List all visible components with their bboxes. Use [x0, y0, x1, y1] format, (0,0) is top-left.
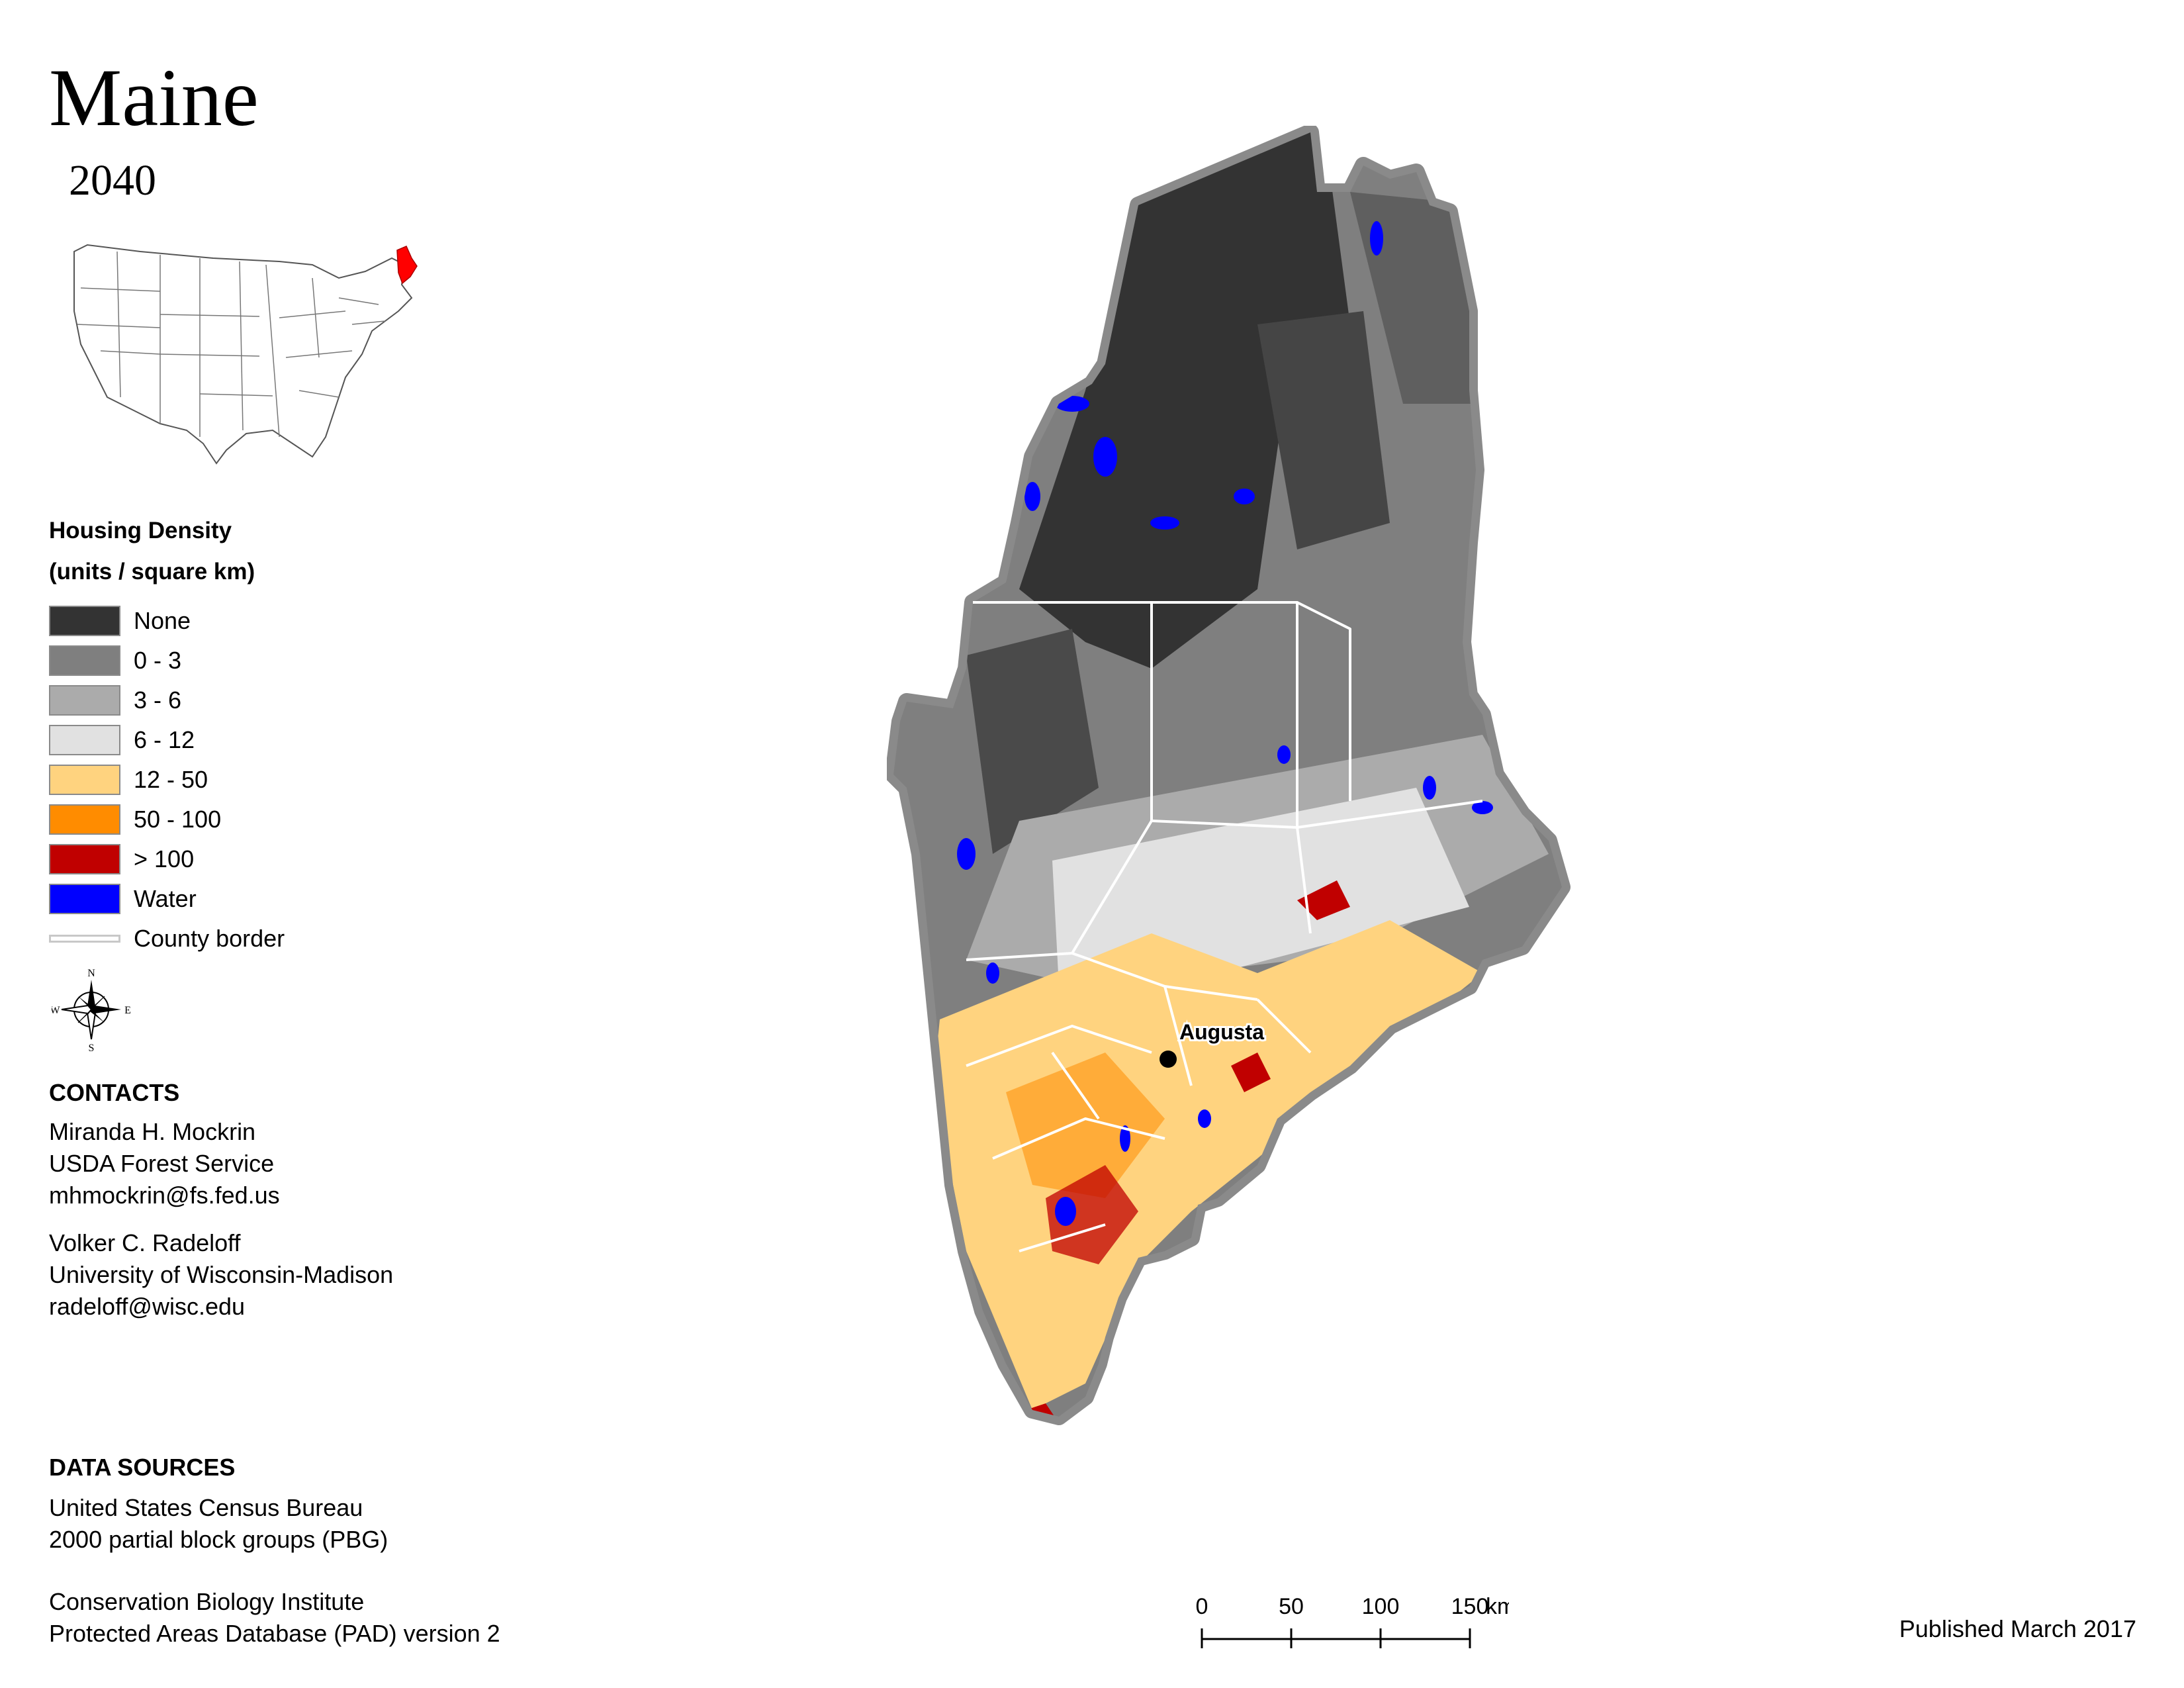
map-year: 2040 [69, 156, 156, 205]
legend-item-water: Water [49, 883, 197, 915]
legend-swatch [49, 685, 120, 716]
scale-label-150: 150 [1451, 1594, 1489, 1619]
legend-title: Housing Density [49, 518, 232, 543]
legend-units: (units / square km) [49, 559, 255, 585]
us-locator-inset [73, 244, 418, 465]
legend-label: 50 - 100 [134, 806, 222, 833]
legend-swatch [49, 645, 120, 676]
scale-bar: 0 50 100 150 km [1196, 1594, 1509, 1648]
legend-swatch [49, 725, 120, 755]
legend-swatch [49, 804, 120, 835]
contacts-heading: CONTACTS [49, 1079, 180, 1106]
scale-label-0: 0 [1196, 1594, 1208, 1619]
legend-item-12-50: 12 - 50 [49, 764, 208, 796]
data-source-2: Conservation Biology Institute Protected… [49, 1586, 500, 1650]
contact-org: University of Wisconsin-Madison [49, 1261, 394, 1288]
legend-label: 12 - 50 [134, 766, 208, 793]
source-line: Protected Areas Database (PAD) version 2 [49, 1620, 500, 1647]
contact-person1: Miranda H. Mockrin USDA Forest Service m… [49, 1116, 280, 1211]
augusta-marker [1160, 1051, 1177, 1068]
legend-item-none: None [49, 605, 191, 637]
scale-label-50: 50 [1279, 1594, 1304, 1619]
contact-name: Miranda H. Mockrin [49, 1118, 256, 1145]
legend-label: 0 - 3 [134, 647, 182, 674]
map-title: Maine [49, 52, 259, 143]
compass-rose-icon: N S W E [52, 968, 131, 1053]
legend-swatch [49, 606, 120, 636]
legend-label: Water [134, 885, 197, 912]
compass-n: N [87, 968, 95, 979]
contact-person2: Volker C. Radeloff University of Wiscons… [49, 1227, 393, 1323]
compass-s: S [89, 1043, 95, 1053]
published-date: Published March 2017 [1899, 1615, 2136, 1642]
contact-email: mhmockrin@fs.fed.us [49, 1182, 280, 1209]
source-line: 2000 partial block groups (PBG) [49, 1526, 388, 1553]
legend-swatch [49, 765, 120, 795]
augusta-label: Augusta [1179, 1020, 1264, 1044]
legend-label: 6 - 12 [134, 726, 195, 753]
legend-item-6-12: 6 - 12 [49, 724, 195, 756]
legend-label: County border [134, 925, 285, 952]
contact-email: radeloff@wisc.edu [49, 1293, 246, 1320]
source-line: United States Census Bureau [49, 1494, 363, 1521]
compass-e: E [124, 1005, 131, 1016]
maine-highlight [396, 246, 418, 285]
legend-item-50-100: 50 - 100 [49, 804, 221, 835]
scale-unit: km [1486, 1594, 1509, 1619]
legend-item-0-3: 0 - 3 [49, 645, 181, 677]
legend-item-county-border: County border [49, 923, 285, 955]
maine-housing-density-map: Augusta [887, 126, 1570, 1425]
compass-w: W [52, 1005, 60, 1016]
legend-item-over-100: > 100 [49, 843, 194, 875]
data-sources-heading: DATA SOURCES [49, 1454, 236, 1481]
legend-label: 3 - 6 [134, 686, 182, 714]
source-line: Conservation Biology Institute [49, 1588, 365, 1615]
legend-label: > 100 [134, 845, 195, 872]
scale-label-100: 100 [1362, 1594, 1400, 1619]
data-source-1: United States Census Bureau 2000 partial… [49, 1492, 388, 1556]
contact-name: Volker C. Radeloff [49, 1229, 241, 1256]
legend-label: None [134, 607, 191, 634]
legend-swatch [49, 844, 120, 874]
legend-swatch [49, 884, 120, 914]
contact-org: USDA Forest Service [49, 1150, 275, 1177]
legend-swatch-line [49, 935, 120, 943]
legend-item-3-6: 3 - 6 [49, 684, 181, 716]
